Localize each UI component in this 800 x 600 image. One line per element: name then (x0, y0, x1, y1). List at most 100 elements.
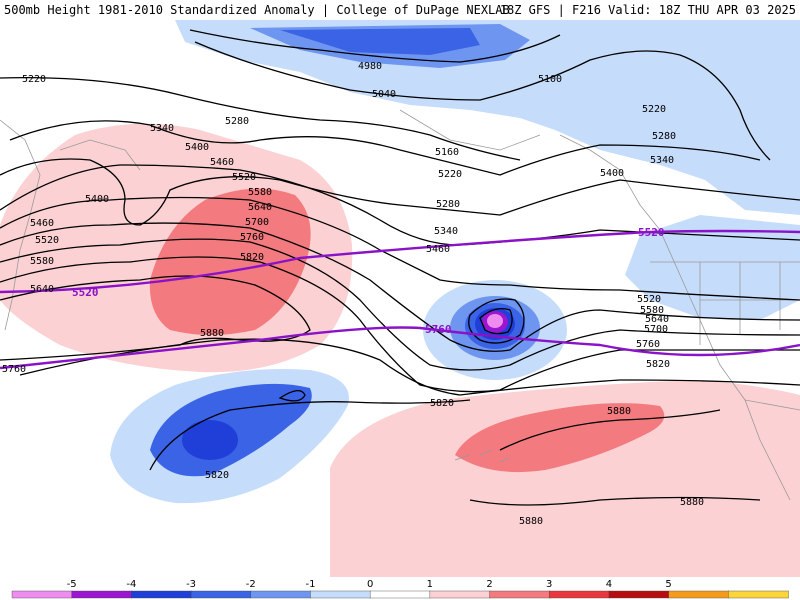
highlight-label: 5520 (638, 226, 665, 239)
contour-label: 5760 (636, 339, 660, 350)
colorbar-tick-label: 4 (606, 579, 612, 590)
colorbar-tick-label: -5 (67, 579, 77, 590)
contour-line (149, 399, 471, 471)
alaska-peninsula (399, 109, 541, 151)
contour-label: 5520 (232, 172, 256, 183)
contour-label: 5400 (185, 142, 209, 153)
contour-label: 5400 (85, 194, 109, 205)
contour-label: 5820 (240, 252, 264, 263)
contour-label: 5280 (225, 116, 249, 127)
contour-5520 (0, 229, 800, 294)
colorbar: -5 -4 -3 -2 -1 0 1 2 3 4 5 (11, 579, 789, 599)
negative-anomaly-west-coast (625, 215, 800, 320)
contour-5760 (0, 326, 800, 370)
highlight-label: 5760 (425, 323, 452, 336)
contour-label: 5880 (200, 328, 224, 339)
contour-labels: 5220 5340 5280 5400 5460 5520 5580 5640 … (2, 61, 704, 527)
positive-anomaly-south (330, 380, 800, 577)
contour-label: 5280 (436, 199, 460, 210)
negative-anomaly-low-6 (487, 314, 503, 328)
contour-line (0, 238, 800, 371)
contour-label: 5520 (637, 294, 661, 305)
hawaii-islands (454, 449, 511, 463)
contour-label: 5340 (650, 155, 674, 166)
height-contours (0, 29, 800, 506)
colorbar-tick-label: -4 (126, 579, 136, 590)
highlight-label: 5520 (72, 286, 99, 299)
contour-label: 5220 (22, 74, 46, 85)
anomaly-map: 5220 5340 5280 5400 5460 5520 5580 5640 … (0, 20, 800, 577)
contour-label: 5640 (645, 314, 669, 325)
contour-label: 5460 (30, 218, 54, 229)
colorbar-swatches (11, 590, 789, 599)
colorbar-tick-label: -1 (305, 579, 315, 590)
contour-label: 5400 (600, 168, 624, 179)
highlight-contours (0, 229, 800, 370)
contour-line (469, 496, 761, 506)
contour-line (0, 256, 800, 393)
contour-line (9, 120, 761, 176)
colorbar-swatch (608, 590, 670, 599)
colorbar-tick-label: 3 (546, 579, 552, 590)
alaska-coastline (559, 134, 661, 231)
contour-label: 5460 (210, 157, 234, 168)
colorbar-tick-label: 2 (486, 579, 492, 590)
contour-label: 5880 (607, 406, 631, 417)
map-header: 500mb Height 1981-2010 Standardized Anom… (0, 0, 800, 20)
contour-line (0, 164, 800, 246)
run-info: 18Z GFS | F216 Valid: 18Z THU APR 03 202… (499, 3, 796, 17)
contour-label: 5880 (519, 516, 543, 527)
contour-line (0, 196, 800, 301)
contour-label: 5880 (680, 497, 704, 508)
contour-label: 5700 (245, 217, 269, 228)
colorbar-swatch (549, 590, 610, 599)
colorbar-swatch (131, 590, 192, 599)
contour-line (278, 390, 306, 402)
colorbar-ticks: -5 -4 -3 -2 -1 0 1 2 3 4 5 (67, 579, 672, 590)
colorbar-tick-label: 0 (367, 579, 373, 590)
contour-line (19, 338, 800, 396)
contour-label: 5220 (642, 104, 666, 115)
contour-label: 5760 (2, 364, 26, 375)
contour-label: 5160 (435, 147, 459, 158)
colorbar-swatch (369, 590, 431, 599)
contour-line (194, 41, 771, 161)
colorbar-tick-label: -2 (246, 579, 256, 590)
contour-label: 5460 (426, 244, 450, 255)
contour-label: 5820 (646, 359, 670, 370)
negative-anomaly-north (175, 20, 800, 215)
negative-anomaly-southwest-core (182, 420, 238, 460)
asia-coastline (0, 119, 41, 331)
colorbar-tick-label: 5 (665, 579, 671, 590)
contour-line (0, 76, 521, 161)
product-title: 500mb Height 1981-2010 Standardized Anom… (4, 3, 510, 17)
contour-label: 5340 (434, 226, 458, 237)
contour-label: 5280 (652, 131, 676, 142)
contour-label: 5640 (30, 284, 54, 295)
us-west-coast (659, 229, 791, 501)
kuril-islands (59, 139, 141, 171)
colorbar-swatch (429, 590, 491, 599)
geographic-borders (0, 109, 800, 501)
state-lines-1 (699, 262, 800, 345)
contour-line (0, 222, 800, 352)
contour-label: 4980 (358, 61, 382, 72)
contour-line (189, 29, 561, 63)
contour-label: 5040 (372, 89, 396, 100)
contour-label: 5340 (150, 123, 174, 134)
contour-label: 5700 (644, 324, 668, 335)
colorbar-swatch (250, 590, 312, 599)
contour-label: 5580 (640, 305, 664, 316)
colorbar-tick-label: -3 (186, 579, 196, 590)
contour-label: 5100 (538, 74, 562, 85)
contour-label: 5760 (240, 232, 264, 243)
negative-anomaly-north-core2 (280, 28, 480, 55)
colorbar-swatch (11, 590, 73, 599)
contour-label: 5820 (430, 398, 454, 409)
mexico-border (744, 399, 800, 411)
contour-label: 5220 (438, 169, 462, 180)
contour-label: 5580 (30, 256, 54, 267)
contour-line (479, 307, 513, 335)
contour-label: 5520 (35, 235, 59, 246)
colorbar-swatch (310, 590, 371, 599)
